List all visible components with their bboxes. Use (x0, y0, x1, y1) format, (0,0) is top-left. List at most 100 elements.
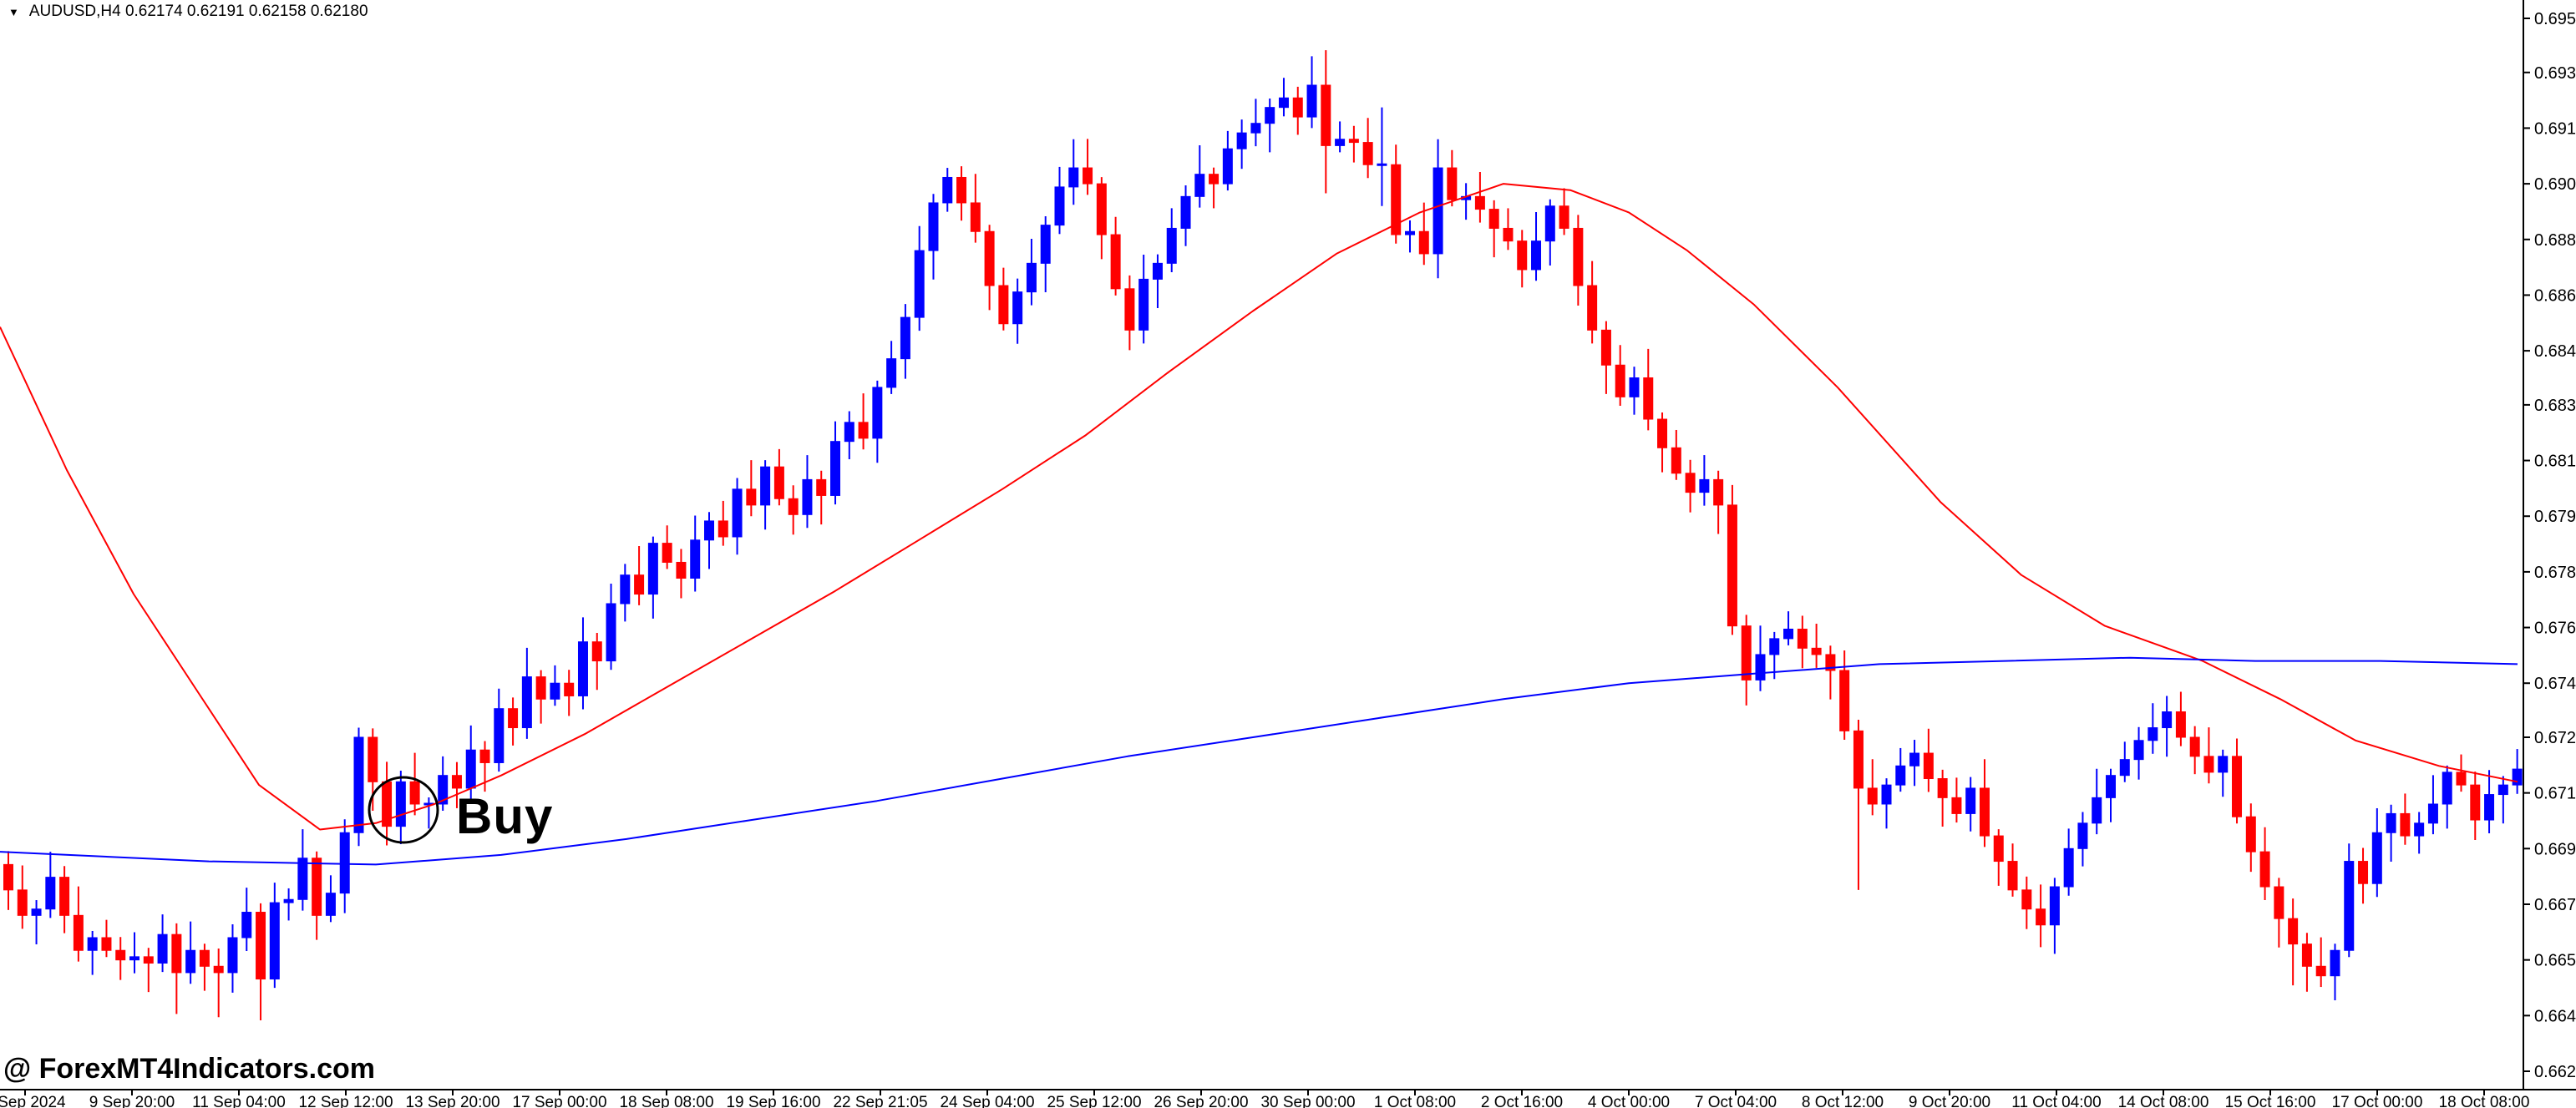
time-axis-label: 14 Oct 08:00 (2118, 1094, 2209, 1108)
bull-candle (2414, 822, 2425, 837)
bull-candle (395, 781, 406, 827)
time-axis-label: 25 Sep 12:00 (1047, 1094, 1141, 1108)
price-axis-label: 0.67280 (2534, 729, 2576, 747)
bull-candle (872, 387, 883, 439)
bear-candle (1741, 625, 1752, 680)
bear-candle (2301, 944, 2312, 967)
bear-candle (2203, 756, 2214, 773)
bear-candle (1503, 227, 1514, 242)
bull-candle (494, 708, 505, 763)
bear-candle (2036, 908, 2046, 926)
time-axis-label: 9 Sep 20:00 (89, 1094, 175, 1108)
price-axis-label: 0.67105 (2534, 785, 2576, 803)
bear-candle (676, 561, 687, 579)
bear-candle (1867, 787, 1878, 805)
price-axis-label: 0.67450 (2534, 675, 2576, 693)
bull-candle (1895, 765, 1906, 786)
bear-candle (788, 498, 799, 515)
buy-circle-annotation (368, 776, 439, 844)
price-axis-label: 0.68495 (2534, 342, 2576, 361)
bull-candle (1699, 478, 1710, 493)
time-axis-label: 11 Sep 04:00 (192, 1094, 286, 1108)
bull-candle (353, 736, 364, 833)
time-axis-label: 11 Oct 04:00 (2011, 1094, 2101, 1108)
ma-slow-blue-line (0, 656, 2518, 866)
bear-candle (368, 736, 378, 782)
bear-candle (984, 230, 995, 286)
price-axis-label: 0.69370 (2534, 64, 2576, 83)
bear-candle (2400, 812, 2411, 837)
bear-candle (1474, 195, 1485, 210)
time-axis-label: 18 Oct 08:00 (2439, 1094, 2530, 1108)
bear-candle (591, 641, 602, 662)
bear-candle (2470, 784, 2481, 821)
bear-candle (1362, 142, 1373, 165)
price-axis-label: 0.68670 (2534, 286, 2576, 305)
bull-candle (241, 912, 252, 939)
time-axis-label: 26 Sep 20:00 (1154, 1094, 1248, 1108)
bear-candle (1811, 647, 1822, 655)
price-axis-label: 0.67800 (2534, 564, 2576, 582)
time-axis-label: 17 Oct 00:00 (2332, 1094, 2423, 1108)
bull-candle (1306, 84, 1317, 118)
bull-candle (1965, 787, 1976, 814)
bull-candle (2106, 775, 2116, 798)
bear-candle (1671, 447, 1681, 474)
bear-candle (1713, 478, 1724, 506)
bull-candle (1138, 278, 1149, 331)
bear-candle (1321, 84, 1331, 146)
bear-candle (17, 889, 28, 916)
time-axis-label: 18 Sep 08:00 (619, 1094, 713, 1108)
bear-candle (2232, 756, 2243, 817)
bull-candle (1250, 123, 1261, 134)
bear-candle (2245, 816, 2256, 853)
bear-candle (1600, 329, 1611, 366)
bull-candle (802, 478, 813, 515)
price-axis-label: 0.68325 (2534, 397, 2576, 415)
bear-candle (1643, 377, 1654, 420)
bull-candle (1152, 262, 1163, 280)
bull-candle (942, 176, 953, 204)
bull-candle (704, 520, 714, 541)
bear-candle (1292, 97, 1303, 118)
bull-candle (830, 441, 841, 496)
bear-candle (1839, 670, 1850, 731)
bull-candle (1531, 240, 1542, 271)
bull-candle (1026, 262, 1037, 293)
bear-candle (171, 933, 182, 974)
bull-candle (2497, 784, 2508, 796)
bull-candle (2371, 832, 2382, 884)
price-axis-label: 0.66230 (2534, 1063, 2576, 1081)
symbol-header: ▼ AUDUSD,H4 0.62174 0.62191 0.62158 0.62… (8, 3, 368, 21)
bull-candle (227, 937, 238, 974)
bull-candle (690, 539, 701, 579)
bear-candle (746, 488, 757, 506)
bull-candle (2162, 711, 2173, 729)
bear-candle (1096, 183, 1107, 235)
symbol-dropdown-icon[interactable]: ▼ (8, 5, 19, 18)
bull-candle (760, 466, 771, 506)
bull-candle (1068, 167, 1079, 188)
bull-candle (438, 775, 449, 805)
bull-candle (2049, 886, 2060, 926)
bear-candle (479, 749, 490, 763)
bull-candle (325, 893, 336, 916)
bull-candle (2092, 797, 2102, 824)
bull-candle (521, 676, 532, 729)
price-axis-label: 0.66405 (2534, 1007, 2576, 1025)
bull-candle (1166, 227, 1177, 264)
bear-candle (773, 466, 784, 499)
time-axis-label: 8 Oct 12:00 (1802, 1094, 1884, 1108)
bull-candle (577, 641, 588, 696)
bear-candle (535, 676, 546, 700)
bear-candle (1797, 628, 1808, 649)
bear-candle (1923, 752, 1934, 780)
bear-candle (1853, 730, 1864, 789)
bear-candle (2274, 886, 2284, 919)
bull-candle (185, 949, 196, 974)
bull-candle (1629, 377, 1640, 397)
bull-candle (606, 603, 616, 662)
price-axis-label: 0.69540 (2534, 10, 2576, 28)
bear-candle (1110, 234, 1121, 290)
